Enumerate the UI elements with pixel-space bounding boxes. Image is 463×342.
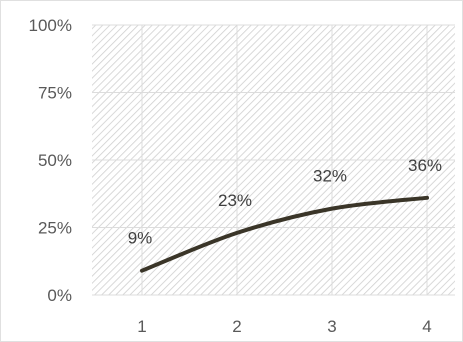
- data-label: 36%: [408, 156, 442, 175]
- data-label: 32%: [313, 167, 347, 186]
- gridlines: [92, 24, 455, 296]
- x-tick-label: 3: [327, 317, 336, 336]
- series-line: [140, 195, 429, 273]
- y-tick-label: 25%: [38, 219, 72, 238]
- x-tick-label: 4: [422, 317, 431, 336]
- y-tick-label: 50%: [38, 151, 72, 170]
- y-tick-label: 0%: [47, 286, 72, 305]
- y-axis-tick-labels: 0% 25% 50% 75% 100%: [29, 16, 72, 305]
- data-labels: 9% 23% 32% 36%: [128, 156, 442, 248]
- y-tick-label: 100%: [29, 16, 72, 35]
- y-tick-label: 75%: [38, 84, 72, 103]
- data-label: 9%: [128, 229, 153, 248]
- data-label: 23%: [218, 191, 252, 210]
- x-tick-label: 1: [137, 317, 146, 336]
- x-axis-tick-labels: 1 2 3 4: [137, 317, 431, 336]
- x-tick-label: 2: [232, 317, 241, 336]
